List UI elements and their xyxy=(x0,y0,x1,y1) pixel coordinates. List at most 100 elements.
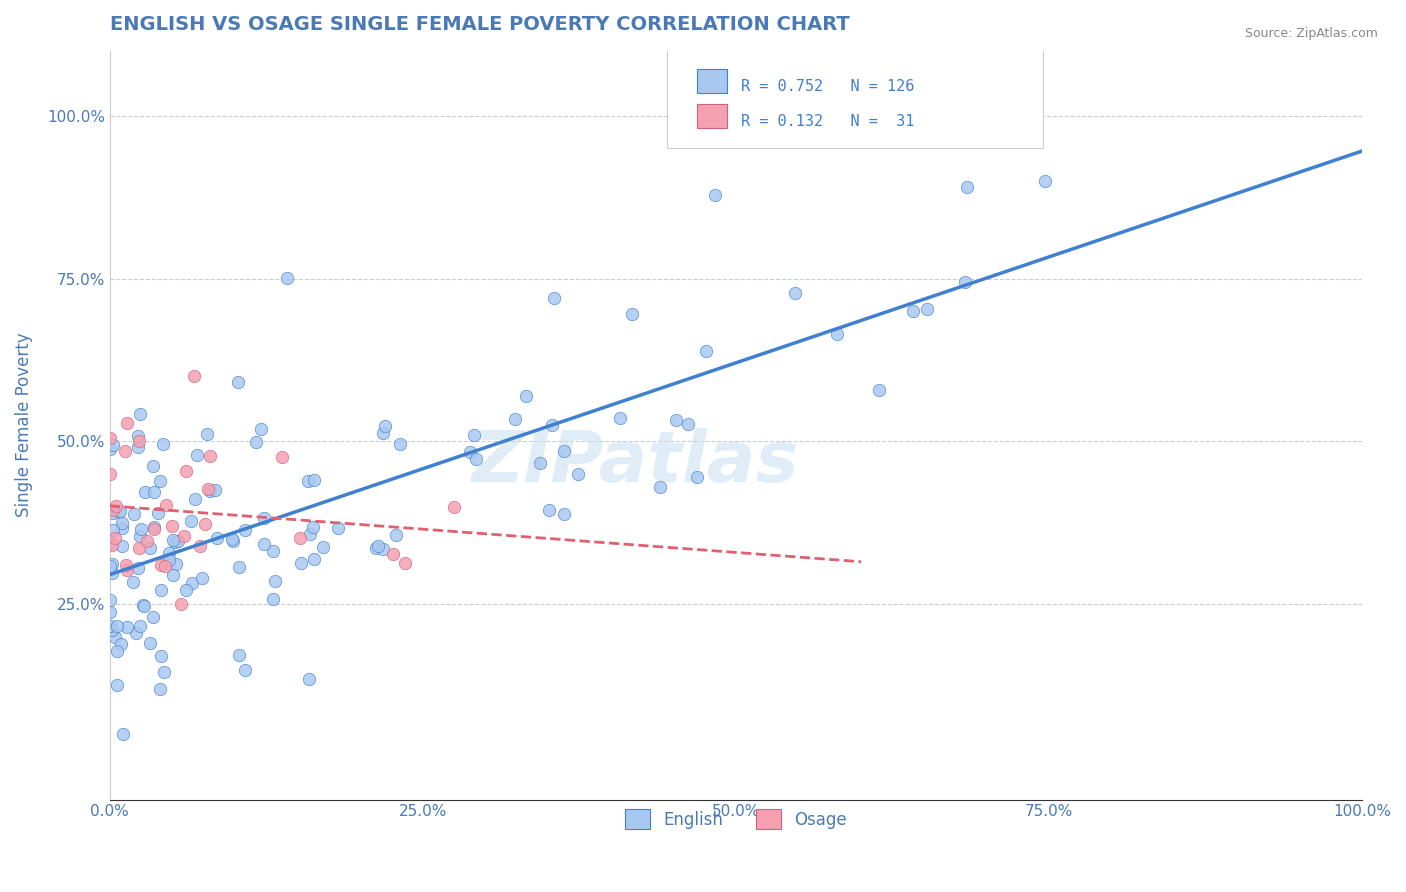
Point xyxy=(127,561,149,575)
Point xyxy=(553,444,575,458)
Point xyxy=(233,523,256,537)
Point xyxy=(367,539,389,553)
Point xyxy=(195,426,218,441)
Point xyxy=(157,546,180,560)
Point xyxy=(868,383,890,397)
Point xyxy=(621,307,644,321)
Point xyxy=(364,541,387,556)
Point xyxy=(101,523,124,537)
Text: R = 0.752   N = 126: R = 0.752 N = 126 xyxy=(741,78,914,94)
Point xyxy=(128,408,150,422)
Point xyxy=(181,576,204,591)
Point xyxy=(543,291,565,305)
Point xyxy=(139,541,162,555)
Point xyxy=(609,411,631,425)
Point xyxy=(503,411,526,425)
Point xyxy=(263,574,285,589)
Point xyxy=(783,286,806,301)
Point xyxy=(104,499,127,513)
Point xyxy=(385,528,408,542)
Point xyxy=(128,541,150,556)
Point xyxy=(101,566,124,580)
Point xyxy=(98,535,121,549)
Point xyxy=(108,504,131,518)
Point xyxy=(150,558,173,573)
Point xyxy=(676,417,699,431)
Point xyxy=(194,517,217,532)
Y-axis label: Single Female Poverty: Single Female Poverty xyxy=(15,333,32,517)
Point xyxy=(371,425,394,440)
Point xyxy=(98,559,121,574)
Point xyxy=(122,574,145,589)
Point xyxy=(197,482,219,496)
Point xyxy=(567,467,589,482)
Point xyxy=(271,450,294,465)
Point xyxy=(153,559,176,574)
Point xyxy=(198,483,221,498)
Point xyxy=(149,682,172,697)
FancyBboxPatch shape xyxy=(697,104,727,128)
Point xyxy=(298,672,321,686)
Point xyxy=(184,491,207,506)
Point xyxy=(188,539,211,553)
Point xyxy=(103,531,125,545)
Point xyxy=(157,553,180,567)
Point xyxy=(665,413,688,427)
Point xyxy=(650,480,672,494)
Point xyxy=(695,344,717,359)
Point xyxy=(191,571,214,585)
Point xyxy=(111,521,134,535)
Point xyxy=(127,429,149,443)
Point xyxy=(204,483,226,497)
Point xyxy=(245,435,267,450)
Point xyxy=(541,417,564,432)
Point xyxy=(142,610,165,624)
Point xyxy=(311,541,333,555)
Point xyxy=(166,534,188,549)
Point xyxy=(107,504,129,518)
Point xyxy=(125,625,148,640)
Point xyxy=(101,538,124,552)
Point xyxy=(174,582,197,597)
Point xyxy=(149,648,172,663)
Point xyxy=(253,511,276,525)
Point xyxy=(114,444,136,458)
Point xyxy=(105,619,128,633)
FancyBboxPatch shape xyxy=(697,69,727,93)
Point xyxy=(98,593,121,607)
Point xyxy=(111,516,134,531)
Point xyxy=(142,520,165,534)
Point xyxy=(252,537,274,551)
Point xyxy=(1033,174,1056,188)
Legend: English, Osage: English, Osage xyxy=(619,803,853,836)
Point xyxy=(100,557,122,571)
Point xyxy=(98,619,121,633)
Point xyxy=(207,531,229,545)
Point xyxy=(529,456,551,470)
Point xyxy=(163,535,186,549)
Point xyxy=(149,583,172,598)
Point xyxy=(104,630,127,644)
Point xyxy=(117,620,139,634)
Point xyxy=(228,559,250,574)
Point xyxy=(262,544,284,558)
Point xyxy=(98,431,121,445)
Point xyxy=(956,179,979,194)
Point xyxy=(382,547,405,561)
Point xyxy=(276,271,298,285)
Point xyxy=(302,552,325,566)
Point xyxy=(142,485,165,500)
Point xyxy=(222,533,245,548)
Point xyxy=(101,506,124,520)
Text: ENGLISH VS OSAGE SINGLE FEMALE POVERTY CORRELATION CHART: ENGLISH VS OSAGE SINGLE FEMALE POVERTY C… xyxy=(110,15,849,34)
Point xyxy=(110,637,132,651)
Point xyxy=(132,598,155,612)
Point xyxy=(142,522,165,536)
FancyBboxPatch shape xyxy=(666,47,1043,148)
Point xyxy=(98,442,121,456)
Point xyxy=(129,523,152,537)
Point xyxy=(115,563,138,577)
Point xyxy=(115,416,138,430)
Point xyxy=(98,467,121,482)
Point xyxy=(98,605,121,619)
